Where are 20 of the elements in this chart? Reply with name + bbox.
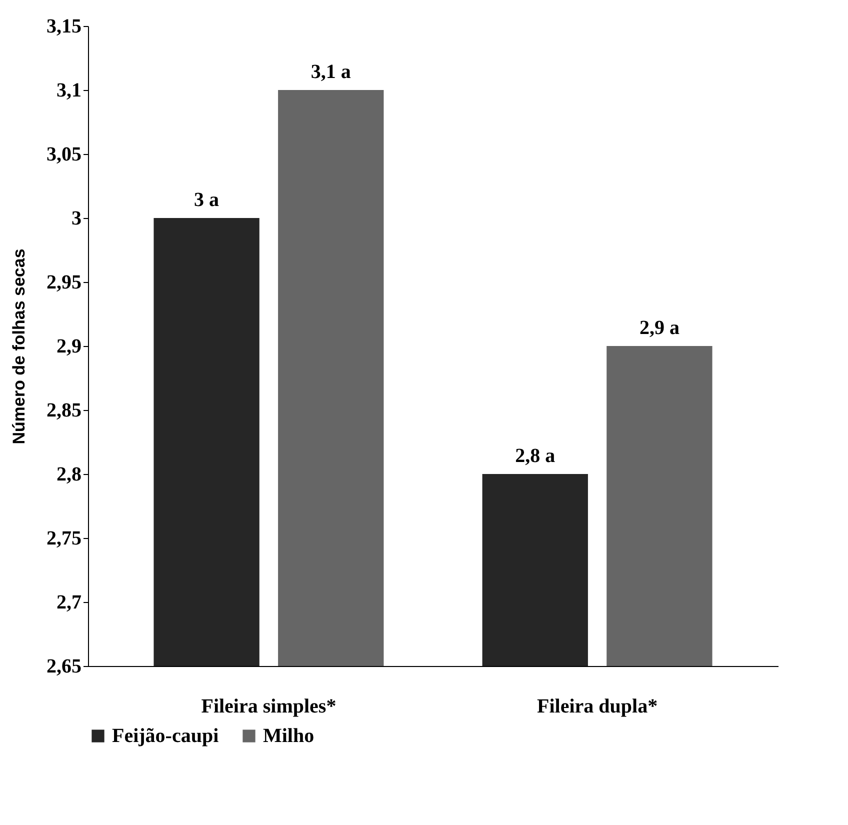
y-tick-label: 2,75 xyxy=(46,528,82,550)
y-tick-label: 2,7 xyxy=(56,592,82,614)
x-tick-label: Fileira dupla* xyxy=(536,696,658,718)
y-tick-label: 3,15 xyxy=(46,16,82,38)
y-tick-label: 2,8 xyxy=(56,464,82,486)
y-tick-label: 2,85 xyxy=(46,400,82,422)
data-label: 3,1 a xyxy=(310,61,351,83)
y-axis-title: Número de folhas secas xyxy=(10,248,28,444)
y-tick-label: 3 xyxy=(72,208,82,230)
y-tick-label: 2,65 xyxy=(46,656,82,678)
legend-label: Feijão-caupi xyxy=(112,725,220,747)
y-tick-label: 3,1 xyxy=(56,80,82,102)
data-label: 2,8 a xyxy=(515,445,556,467)
y-tick-label: 2,9 xyxy=(56,336,82,358)
x-tick-label: Fileira simples* xyxy=(201,696,336,718)
data-label: 3 a xyxy=(194,189,220,211)
y-tick-label: 2,95 xyxy=(46,272,82,294)
y-tick-label: 3,05 xyxy=(46,144,82,166)
data-label: 2,9 a xyxy=(639,317,680,339)
legend-label: Milho xyxy=(263,725,314,747)
